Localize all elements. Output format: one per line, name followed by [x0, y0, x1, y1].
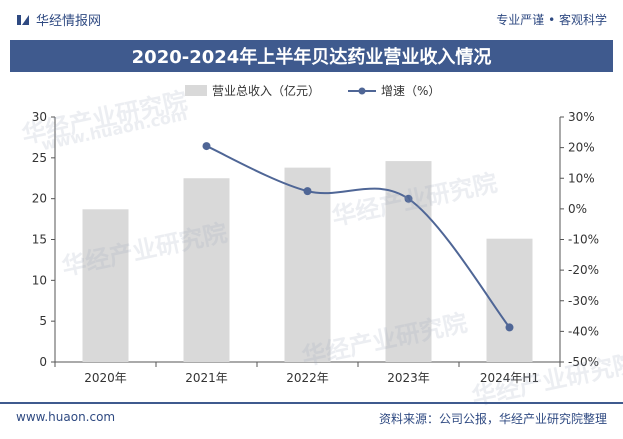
y-left-tick-label: 10	[32, 273, 47, 287]
growth-line	[206, 145, 511, 329]
bar	[82, 209, 129, 362]
brand: 华经情报网	[16, 10, 101, 29]
footer-site-link[interactable]: www.huaon.com	[16, 410, 116, 424]
y-right-tick-label: 20%	[568, 141, 595, 155]
legend-line-swatch	[348, 87, 376, 95]
growth-point	[404, 194, 413, 203]
chart-legend: 营业总收入（亿元） 增速（%）	[0, 82, 623, 100]
tagline: 专业严谨 • 客观科学	[496, 13, 607, 27]
growth-point	[303, 187, 312, 196]
bar	[486, 238, 533, 362]
y-left-tick-label: 30	[32, 110, 47, 124]
chart-title: 2020-2024年上半年贝达药业营业收入情况	[10, 40, 613, 72]
growth-point	[505, 323, 514, 332]
footer-source: 资料来源：公司公报，华经产业研究院整理	[378, 412, 607, 426]
growth-point	[202, 142, 211, 151]
y-right-tick-label: -10%	[568, 233, 599, 247]
y-right-tick-label: -40%	[568, 324, 599, 338]
footer: www.huaon.com 资料来源：公司公报，华经产业研究院整理	[0, 402, 623, 439]
y-left-tick-label: 0	[39, 355, 47, 369]
bar	[284, 167, 331, 362]
y-left-tick-label: 25	[32, 151, 47, 165]
legend-line-label: 增速（%）	[381, 84, 441, 98]
y-right-tick-label: -20%	[568, 263, 599, 277]
brand-name: 华经情报网	[36, 14, 102, 29]
y-right-tick-label: -50%	[568, 355, 599, 369]
legend-bar-label: 营业总收入（亿元）	[212, 84, 321, 98]
brand-logo-icon	[17, 14, 29, 25]
legend-bar-swatch	[185, 85, 207, 96]
x-tick-label: 2020年	[84, 371, 127, 385]
x-tick-label: 2024年H1	[480, 371, 539, 385]
y-right-tick-label: 0%	[568, 202, 587, 216]
top-bar: 华经情报网 专业严谨 • 客观科学	[0, 0, 623, 40]
bar	[385, 161, 432, 362]
x-tick-label: 2022年	[286, 371, 329, 385]
y-left-tick-label: 5	[39, 314, 47, 328]
y-left-tick-label: 15	[32, 233, 47, 247]
y-right-tick-label: 30%	[568, 110, 595, 124]
y-right-tick-label: -30%	[568, 294, 599, 308]
y-left-tick-label: 20	[32, 192, 47, 206]
x-tick-label: 2023年	[387, 371, 430, 385]
y-right-tick-label: 10%	[568, 171, 595, 185]
x-tick-label: 2021年	[185, 371, 228, 385]
bar	[183, 178, 230, 362]
